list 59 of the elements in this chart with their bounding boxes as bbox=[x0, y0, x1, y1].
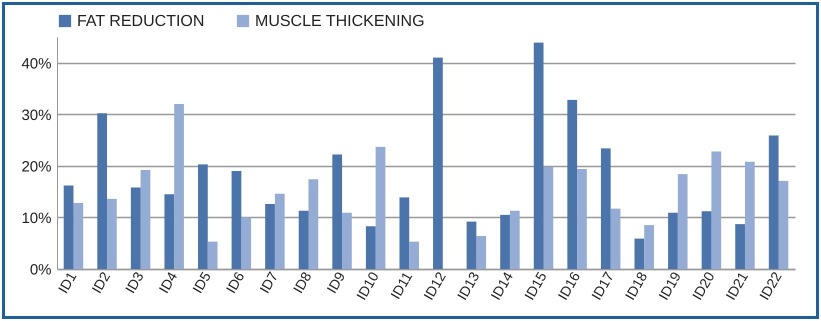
bar bbox=[376, 146, 386, 269]
bar bbox=[634, 238, 644, 269]
bar bbox=[241, 217, 252, 269]
bar bbox=[600, 148, 611, 269]
bar bbox=[140, 170, 150, 269]
bar bbox=[534, 42, 544, 269]
x-tick-label: ID5 bbox=[189, 268, 214, 296]
bar bbox=[208, 242, 218, 269]
bar bbox=[544, 166, 554, 269]
bar bbox=[232, 171, 242, 269]
bar bbox=[577, 168, 587, 269]
bar bbox=[164, 194, 174, 269]
bar bbox=[567, 100, 578, 269]
bar bbox=[130, 188, 141, 269]
bar bbox=[476, 236, 486, 269]
x-tick-label: ID1 bbox=[54, 268, 80, 296]
bar bbox=[107, 198, 117, 269]
bar bbox=[198, 164, 208, 269]
bar bbox=[366, 226, 376, 269]
bar bbox=[274, 194, 285, 269]
bar bbox=[744, 162, 755, 269]
bar bbox=[399, 197, 410, 269]
x-tick-label: ID3 bbox=[122, 268, 147, 296]
bar bbox=[644, 225, 654, 269]
bar bbox=[409, 242, 419, 269]
bar bbox=[73, 203, 84, 269]
y-tick-label: 10% bbox=[21, 210, 52, 227]
x-tick-label: ID9 bbox=[323, 268, 348, 296]
bar bbox=[702, 211, 712, 269]
bar bbox=[711, 151, 722, 269]
bar bbox=[97, 113, 108, 269]
y-tick-label: 20% bbox=[21, 158, 52, 176]
y-tick-label: 0% bbox=[30, 262, 52, 278]
bar bbox=[433, 58, 443, 269]
x-tick-label: ID7 bbox=[256, 268, 282, 296]
bar bbox=[510, 210, 520, 269]
y-tick-label: 30% bbox=[21, 106, 52, 124]
legend-label: MUSCLE THICKENING bbox=[255, 13, 425, 30]
bar bbox=[778, 180, 788, 269]
bar bbox=[610, 208, 620, 269]
bar bbox=[64, 185, 74, 269]
bar bbox=[466, 222, 476, 269]
bar bbox=[342, 212, 352, 269]
bar bbox=[500, 214, 510, 269]
bar bbox=[308, 179, 318, 269]
bar bbox=[735, 224, 745, 269]
bar bbox=[678, 174, 688, 269]
bar bbox=[174, 104, 184, 269]
x-tick-label: ID8 bbox=[290, 268, 315, 296]
bar bbox=[265, 204, 275, 269]
legend-label: FAT REDUCTION bbox=[77, 13, 204, 30]
bar bbox=[668, 212, 678, 269]
bar bbox=[298, 210, 308, 269]
x-tick-label: ID6 bbox=[222, 268, 248, 296]
bar bbox=[768, 135, 779, 269]
x-tick-label: ID2 bbox=[88, 268, 114, 296]
bar bbox=[332, 154, 342, 269]
y-tick-label: 40% bbox=[21, 55, 52, 72]
x-tick-label: ID4 bbox=[155, 268, 180, 296]
